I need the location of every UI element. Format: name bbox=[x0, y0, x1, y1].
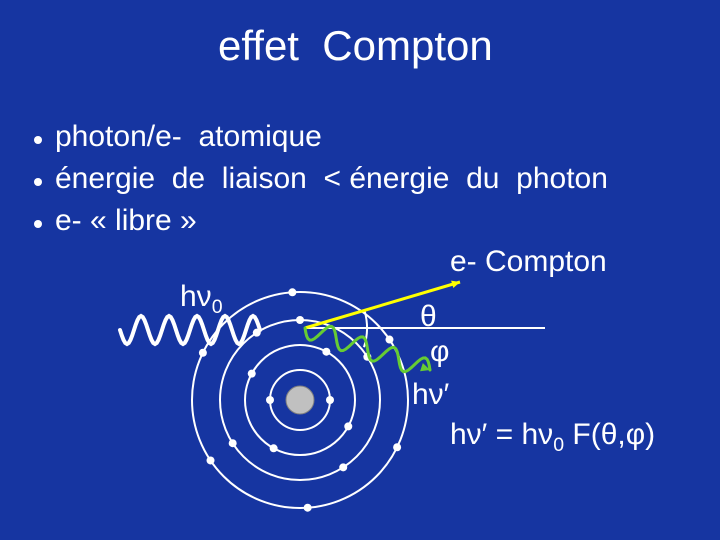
label-theta: θ bbox=[420, 300, 437, 334]
label-hv-prime: hν′ bbox=[412, 378, 449, 412]
label-equation: hν′ = hν0 F(θ,φ) bbox=[450, 418, 655, 457]
bullet-2: e- « libre » bbox=[55, 204, 197, 238]
bullet-0: photon/e- atomique bbox=[55, 120, 322, 154]
label-e-compton: e- Compton bbox=[450, 245, 607, 279]
slide-root: effet Compton photon/e- atomique énergie… bbox=[0, 0, 720, 540]
label-phi: φ bbox=[430, 335, 449, 369]
slide-title: effet Compton bbox=[218, 22, 493, 70]
bullet-1: énergie de liaison < énergie du photon bbox=[55, 162, 608, 196]
label-hv0: hν0 bbox=[180, 280, 223, 319]
diagram-canvas bbox=[0, 0, 720, 540]
